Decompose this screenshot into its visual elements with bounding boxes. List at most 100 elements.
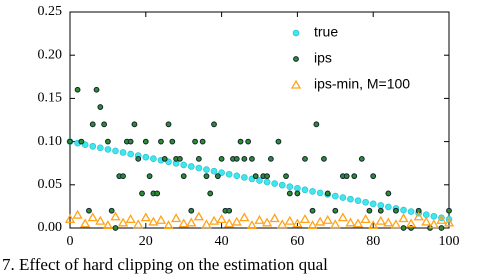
legend-label: ips-min, M=100 bbox=[314, 76, 410, 92]
triangle-marker bbox=[201, 219, 212, 229]
triangle-marker bbox=[208, 215, 220, 225]
ring-marker bbox=[158, 138, 164, 145]
ring-marker bbox=[199, 138, 206, 145]
triangle-marker bbox=[261, 217, 273, 227]
x-tick-label: 0 bbox=[67, 234, 74, 249]
circle-marker bbox=[127, 150, 134, 158]
triangle-marker bbox=[368, 220, 379, 230]
triangle-marker bbox=[125, 214, 136, 224]
triangle-marker bbox=[117, 217, 129, 227]
triangle-marker bbox=[193, 211, 204, 221]
triangle-marker bbox=[299, 214, 311, 224]
ring-marker bbox=[177, 155, 183, 162]
ring-marker bbox=[358, 155, 365, 162]
ring-marker bbox=[101, 121, 108, 128]
circle-marker bbox=[218, 169, 225, 177]
ring-marker bbox=[267, 155, 274, 162]
legend-marker bbox=[290, 79, 302, 89]
triangle-marker bbox=[155, 214, 167, 224]
circle-marker bbox=[119, 149, 127, 156]
triangle-marker bbox=[421, 216, 432, 226]
circle-marker bbox=[294, 184, 301, 192]
triangle-marker bbox=[140, 212, 151, 222]
legend-marker bbox=[292, 29, 300, 37]
triangle-marker bbox=[231, 216, 242, 226]
ring-marker bbox=[252, 173, 259, 180]
circle-marker bbox=[385, 203, 392, 211]
ring-marker bbox=[400, 225, 407, 231]
circle-marker bbox=[286, 183, 294, 191]
circle-marker bbox=[407, 208, 415, 215]
triangle-marker bbox=[102, 220, 114, 230]
triangle-marker bbox=[239, 212, 250, 222]
circle-marker bbox=[377, 202, 385, 209]
ring-marker bbox=[120, 173, 126, 180]
triangle-marker bbox=[148, 216, 159, 226]
circle-marker bbox=[339, 194, 347, 201]
circle-marker bbox=[301, 186, 309, 194]
circle-marker bbox=[316, 189, 324, 197]
triangle-marker bbox=[398, 213, 409, 223]
y-tick-label: 0.20 bbox=[38, 47, 63, 62]
ring-marker bbox=[127, 138, 134, 145]
ring-marker bbox=[233, 155, 240, 162]
ring-marker bbox=[343, 173, 350, 180]
ring-marker bbox=[154, 190, 161, 197]
ring-marker bbox=[393, 207, 399, 214]
ring-marker bbox=[207, 190, 214, 197]
ring-marker bbox=[351, 173, 358, 180]
y-tick-label: 0.05 bbox=[38, 177, 63, 192]
y-tick-label: 0.15 bbox=[38, 91, 63, 106]
ring-marker bbox=[131, 121, 138, 128]
ring-marker bbox=[370, 173, 377, 180]
circle-marker bbox=[430, 212, 438, 220]
ring-marker bbox=[332, 207, 339, 214]
x-tick-label: 40 bbox=[215, 234, 229, 249]
ring-marker bbox=[146, 173, 153, 180]
circle-marker bbox=[331, 192, 339, 200]
triangle-marker bbox=[383, 217, 394, 227]
circle-marker bbox=[195, 164, 203, 172]
triangle-marker bbox=[254, 214, 265, 224]
circle-marker bbox=[187, 163, 195, 170]
ring-marker bbox=[321, 155, 327, 162]
triangle-marker bbox=[375, 215, 386, 225]
circle-marker bbox=[112, 147, 119, 155]
ring-marker bbox=[161, 155, 168, 162]
ring-marker bbox=[165, 121, 172, 128]
legend-marker bbox=[293, 56, 299, 62]
ring-marker bbox=[324, 190, 331, 197]
ring-marker bbox=[309, 207, 316, 214]
circle-marker bbox=[347, 195, 354, 203]
circle-marker bbox=[97, 144, 104, 152]
triangle-marker bbox=[292, 218, 303, 228]
circle-marker bbox=[362, 198, 369, 206]
ring-marker bbox=[446, 207, 452, 214]
ring-marker bbox=[438, 225, 445, 231]
ring-marker bbox=[86, 207, 92, 214]
circle-marker bbox=[142, 153, 150, 161]
triangle-marker bbox=[277, 219, 288, 229]
ring-marker bbox=[195, 155, 202, 162]
triangle-marker bbox=[72, 209, 83, 219]
triangle-marker bbox=[428, 219, 439, 229]
ring-marker bbox=[105, 138, 111, 145]
circle-marker bbox=[369, 200, 377, 208]
ring-marker bbox=[112, 225, 119, 231]
circle-marker bbox=[210, 167, 218, 175]
triangle-marker bbox=[345, 217, 356, 227]
triangle-marker bbox=[87, 212, 98, 222]
triangle-marker bbox=[224, 218, 235, 228]
ring-marker bbox=[89, 121, 96, 128]
ring-marker bbox=[188, 207, 195, 214]
circle-marker bbox=[241, 174, 248, 181]
circle-marker bbox=[256, 177, 263, 184]
triangle-marker bbox=[133, 219, 144, 229]
legend-label: ips bbox=[314, 50, 332, 66]
x-tick-label: 20 bbox=[139, 234, 153, 249]
triangle-marker bbox=[315, 216, 326, 226]
ring-marker bbox=[214, 173, 221, 180]
triangle-marker bbox=[186, 217, 197, 227]
circle-marker bbox=[225, 170, 233, 178]
